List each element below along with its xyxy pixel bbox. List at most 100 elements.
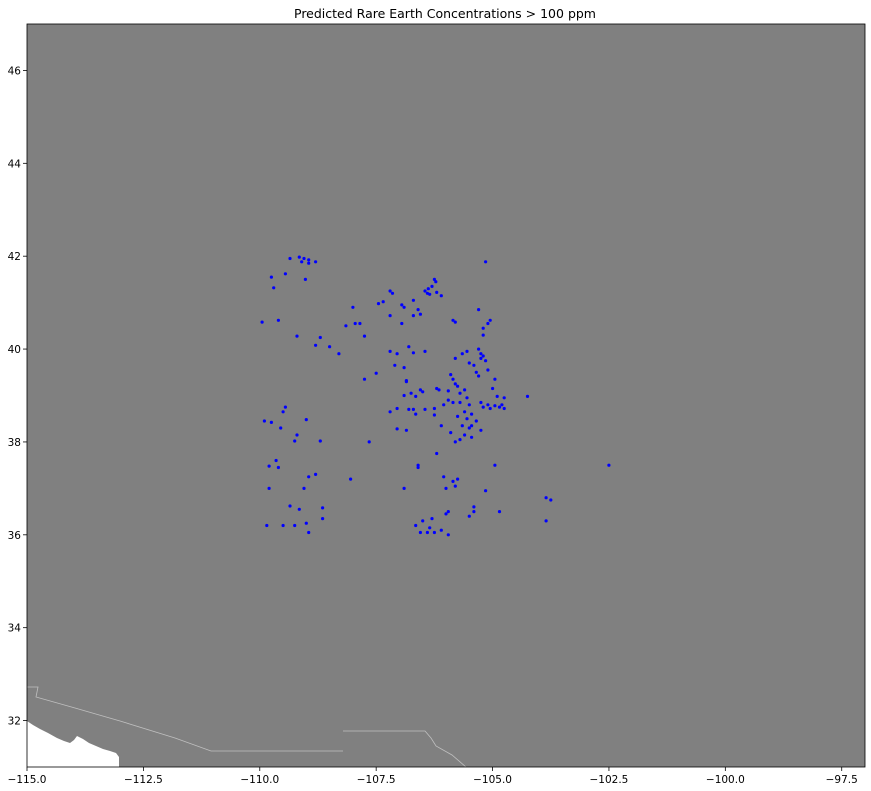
data-point: [303, 277, 307, 281]
data-point: [453, 382, 457, 386]
data-point: [484, 260, 488, 264]
data-point: [481, 405, 485, 409]
data-point: [446, 389, 450, 393]
data-point: [479, 356, 483, 360]
data-point: [484, 359, 488, 363]
data-point: [400, 303, 404, 307]
data-point: [486, 321, 490, 326]
data-point: [432, 406, 436, 411]
y-tick-label: 32: [8, 716, 21, 728]
data-point: [276, 318, 280, 322]
data-point: [549, 498, 553, 502]
x-tick-label: −105.0: [473, 774, 512, 786]
data-point: [300, 260, 304, 264]
data-point: [444, 512, 448, 516]
data-point: [281, 410, 285, 414]
x-tick-label: −115.0: [8, 774, 47, 786]
data-point: [497, 510, 502, 514]
data-point: [442, 403, 446, 407]
data-point: [446, 510, 450, 514]
data-point: [411, 407, 415, 411]
data-point: [421, 519, 425, 523]
data-point: [451, 318, 455, 322]
data-point: [453, 484, 457, 488]
data-point: [362, 377, 367, 381]
data-point: [493, 404, 497, 408]
data-point: [423, 407, 427, 411]
y-tick-label: 42: [8, 251, 21, 263]
data-point: [402, 366, 406, 370]
data-point: [544, 496, 548, 500]
data-point: [449, 431, 453, 435]
chart-title: Predicted Rare Earth Concentrations > 10…: [294, 6, 596, 21]
x-tick-label: −100.0: [706, 774, 745, 786]
data-point: [388, 349, 392, 353]
data-point: [318, 335, 322, 340]
data-point: [474, 419, 478, 423]
data-point: [376, 302, 381, 306]
data-point: [479, 400, 483, 405]
data-point: [446, 398, 450, 402]
data-point: [269, 275, 273, 279]
x-tick-label: −102.5: [590, 774, 629, 786]
data-point: [388, 289, 392, 293]
x-axis: −115.0 −112.5 −110.0 −107.5 −105.0 −102.5 −100…: [8, 767, 858, 786]
data-point: [272, 286, 276, 290]
data-point: [488, 406, 492, 411]
data-point: [432, 530, 436, 535]
data-point: [416, 465, 420, 470]
data-point: [444, 486, 448, 490]
data-point: [297, 507, 301, 511]
data-point: [274, 458, 278, 463]
data-point: [395, 352, 399, 356]
data-point: [472, 510, 476, 514]
data-point: [418, 388, 422, 392]
data-point: [446, 533, 450, 537]
data-point: [470, 424, 474, 428]
data-point: [362, 334, 367, 338]
data-point: [451, 479, 455, 483]
data-point: [465, 349, 469, 353]
x-tick-label: −97.5: [826, 774, 858, 786]
data-point: [307, 258, 311, 262]
data-point: [337, 352, 341, 356]
data-point: [367, 440, 371, 444]
data-point: [430, 517, 434, 521]
data-point: [414, 394, 418, 398]
data-point: [304, 418, 308, 422]
data-point: [418, 530, 422, 535]
data-point: [388, 410, 392, 414]
x-tick-label: −110.0: [240, 774, 279, 786]
data-point: [502, 396, 506, 400]
data-point: [388, 314, 392, 318]
data-point: [404, 428, 408, 432]
data-point: [421, 390, 425, 394]
data-point: [393, 363, 397, 367]
data-point: [414, 412, 418, 416]
data-point: [456, 384, 460, 388]
y-tick-label: 38: [8, 437, 21, 449]
y-tick-label: 34: [8, 623, 22, 635]
data-point: [260, 320, 264, 324]
data-point: [607, 463, 611, 467]
data-point: [293, 523, 297, 528]
data-point: [472, 363, 476, 367]
data-point: [281, 523, 285, 528]
outside-boundary-region: [27, 721, 119, 767]
data-point: [428, 292, 432, 296]
y-tick-label: 44: [8, 158, 22, 170]
data-point: [458, 391, 462, 395]
data-point: [437, 388, 441, 392]
data-point: [381, 300, 385, 304]
data-point: [265, 523, 269, 528]
data-point: [474, 370, 478, 374]
data-point: [491, 386, 495, 391]
data-point: [479, 352, 483, 356]
data-point: [295, 433, 299, 437]
data-point: [288, 504, 292, 508]
data-point: [321, 506, 325, 510]
data-point: [493, 463, 497, 467]
data-point: [411, 351, 415, 355]
data-point: [502, 406, 506, 411]
data-point: [479, 428, 483, 432]
